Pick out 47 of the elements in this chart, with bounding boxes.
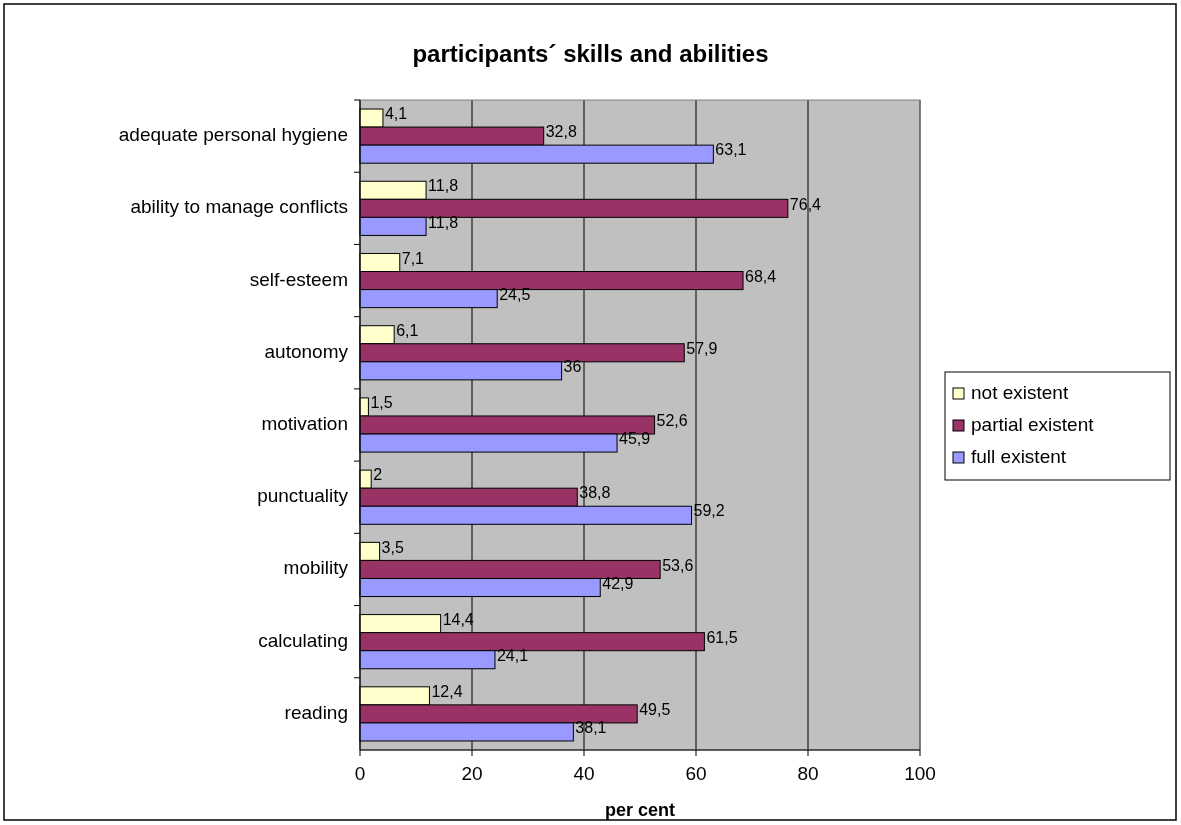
x-tick-label: 20 bbox=[461, 763, 483, 784]
data-label: 38,8 bbox=[579, 484, 611, 502]
data-label: 4,1 bbox=[384, 105, 408, 123]
y-tick-label: calculating bbox=[258, 629, 348, 651]
data-label: 24,1 bbox=[496, 646, 529, 664]
data-label: 12,4 bbox=[431, 683, 463, 701]
data-label: 7,1 bbox=[401, 249, 425, 267]
data-label: 76,4 bbox=[789, 195, 822, 213]
data-label: 11,8 bbox=[428, 177, 459, 195]
chart-title: participants´ skills and abilities bbox=[412, 40, 769, 67]
data-label: 11,8 bbox=[428, 213, 459, 231]
legend-label: partial existent bbox=[971, 414, 1095, 436]
data-label: 6,1 bbox=[396, 321, 419, 339]
data-label: 42,9 bbox=[602, 574, 634, 592]
data-label: 59,2 bbox=[693, 502, 725, 520]
y-tick-label: autonomy bbox=[264, 340, 349, 362]
x-tick-label: 40 bbox=[573, 763, 595, 784]
data-label: 1,5 bbox=[370, 394, 393, 412]
data-label: 38,1 bbox=[575, 719, 607, 737]
data-label: 68,4 bbox=[745, 267, 777, 285]
y-tick-label: reading bbox=[284, 701, 348, 723]
data-label: 45,9 bbox=[619, 430, 651, 448]
x-axis-title: per cent bbox=[604, 800, 676, 820]
data-label: 36 bbox=[563, 358, 582, 376]
y-tick-label: motivation bbox=[261, 413, 348, 435]
data-label: 52,6 bbox=[656, 412, 688, 430]
data-label: 63,1 bbox=[715, 141, 747, 159]
data-label: 3,5 bbox=[381, 538, 404, 556]
legend-label: not existent bbox=[971, 382, 1069, 404]
y-tick-label: ability to manage conflicts bbox=[130, 196, 348, 218]
data-label: 61,5 bbox=[706, 628, 738, 646]
data-label: 2 bbox=[373, 466, 383, 484]
y-tick-label: punctuality bbox=[257, 485, 349, 507]
x-tick-label: 100 bbox=[904, 763, 936, 784]
data-label: 57,9 bbox=[686, 340, 718, 358]
data-label: 49,5 bbox=[639, 701, 671, 719]
x-tick-label: 0 bbox=[354, 763, 366, 784]
data-label: 14,4 bbox=[442, 610, 474, 628]
data-label: 32,8 bbox=[545, 123, 577, 141]
data-label: 53,6 bbox=[662, 556, 694, 574]
x-tick-label: 80 bbox=[797, 763, 819, 784]
y-tick-label: adequate personal hygiene bbox=[118, 124, 348, 146]
y-tick-label: mobility bbox=[283, 557, 349, 579]
x-tick-label: 60 bbox=[685, 763, 707, 784]
y-tick-label: self-esteem bbox=[249, 268, 348, 290]
data-label: 24,5 bbox=[499, 285, 531, 303]
legend-label: full existent bbox=[971, 446, 1067, 468]
